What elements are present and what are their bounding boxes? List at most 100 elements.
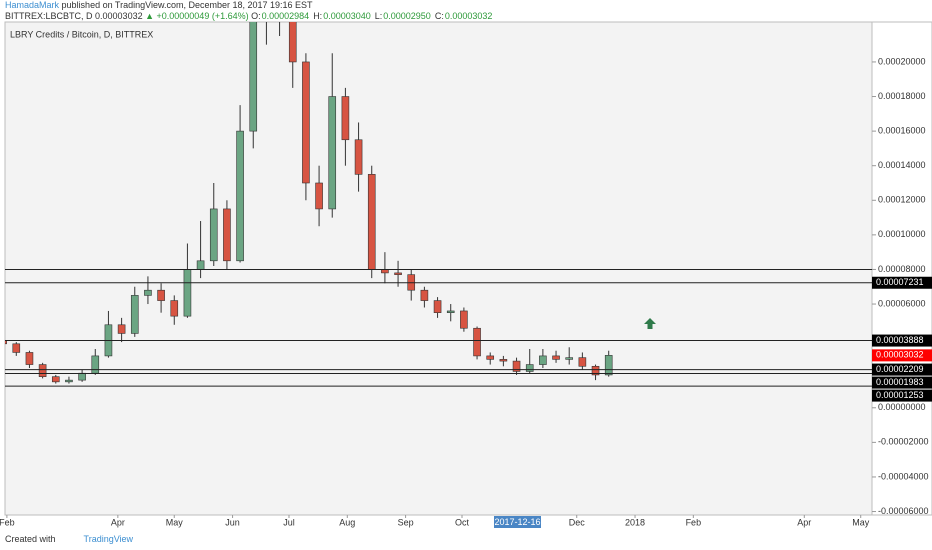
candle-body [288,22,297,63]
x-tick-label: Oct [455,517,470,527]
candle-body [604,355,613,376]
y-tick-label: -0.00006000 [878,506,929,516]
y-tick-label: -0.00002000 [878,437,929,447]
candle-body [25,352,34,365]
x-tick-label: Jul [283,517,295,527]
ohlc-value: 0.00003032 [444,11,493,21]
y-tick-label: 0.00000000 [878,402,926,412]
candle-body [565,357,574,360]
footer: Created with TradingView [5,534,133,544]
arrow-icon [644,318,656,329]
x-tick-label: May [166,517,184,527]
x-tick-label: Feb [686,517,702,527]
y-tick-label: 0.00008000 [878,264,926,274]
candle-body [276,0,283,1]
ohlc-value: 0.00002950 [383,11,431,21]
candle-body [223,208,231,262]
symbol: BITTREX:LBCBTC, D [5,11,93,21]
candle-body [460,310,468,329]
candle-body [249,22,258,132]
candle-body [65,379,73,383]
candle-body [12,343,21,353]
ohlc-value: 0.00003040 [323,11,371,21]
candle-body [446,310,455,313]
candle-body [315,182,323,210]
candle-body [354,139,363,175]
x-tick-label: Aug [339,517,355,527]
candle-body [38,364,47,377]
candle-body [51,376,60,383]
candle-body [130,295,139,334]
candle-body [328,96,337,210]
y-tick-label: 0.00006000 [878,298,926,308]
ohlc-key: L: [374,11,383,21]
candle-body [512,360,521,372]
created: Created with [5,534,56,544]
chart-title: LBRY Credits / Bitcoin, D, BITTREX [10,29,153,39]
candle-body [381,269,389,274]
candle-body [525,364,534,372]
x-tick-label: Dec [569,517,586,527]
change: ▲ +0.00000049 (+1.64%) [145,11,249,21]
pane [4,21,873,516]
level-label: 0.00007231 [876,277,924,287]
candle-body [183,269,192,317]
cursor-label-bg [494,516,541,528]
candle-body [157,289,165,301]
y-tick-label: 0.00014000 [878,160,926,170]
x-tick-label: Sep [398,517,414,527]
ohlc-key: H: [313,11,323,21]
candle-body [394,272,402,275]
header: HamadaMark published on TradingView.com,… [5,0,496,22]
ohlc: O:0.00002984 H:0.00003040 L:0.00002950 C:0.… [251,11,496,21]
y-tick-label: 0.00016000 [878,125,926,135]
candle-body [420,289,429,301]
last-price-bg [872,349,932,362]
author: HamadaMark [5,0,60,10]
y-tick-label: 0.00020000 [878,56,926,66]
candle-body [196,260,205,270]
plot [5,0,872,387]
candle-body [591,365,600,376]
y-tick-label: 0.00010000 [878,229,926,239]
last-price-label: 0.00003032 [876,350,924,360]
candle-body [367,174,376,270]
brand: TradingView [83,534,134,544]
candle-body [433,300,442,313]
candle-body [91,355,100,374]
y-tick-label: 0.00012000 [878,195,926,205]
candle-body [144,289,152,296]
x-tick-label: May [852,517,870,527]
x-tick-label: Apr [111,517,125,527]
chart: LBRY Credits / Bitcoin, D, BITTREX 0.000… [0,0,932,528]
candle-body [78,372,86,381]
level-label-bg [872,334,932,347]
candle-body [263,0,270,19]
ohlc-value: 0.00002984 [261,11,310,21]
level-label-bg [872,363,932,376]
level-label: 0.00001253 [876,390,924,400]
candle-body [341,96,350,141]
level-label: 0.00003888 [876,335,924,345]
axes: 0.00020000 0.00018000 0.00016000 0.00014000… [0,56,932,528]
level-label-bg [872,276,932,289]
x-tick-label: Jun [225,517,240,527]
price: 0.00003032 [95,11,143,21]
x-tick-label: Feb [0,517,15,527]
candle-body [539,355,547,365]
candle-body [486,355,495,360]
cursor-label: 2017-12-16 [494,517,540,527]
level-label-bg [872,376,932,389]
candle-body [170,300,179,317]
candle-body [209,208,218,262]
candle-body [302,61,310,184]
level-label: 0.00001983 [876,377,924,387]
level-label-bg [872,389,932,402]
x-tick-label: 2018 [625,517,645,527]
candle-body [5,340,7,345]
candle-body [117,324,126,334]
level-label: 0.00002209 [876,364,924,374]
price-axis [871,21,932,516]
x-tick-label: Apr [797,517,811,527]
